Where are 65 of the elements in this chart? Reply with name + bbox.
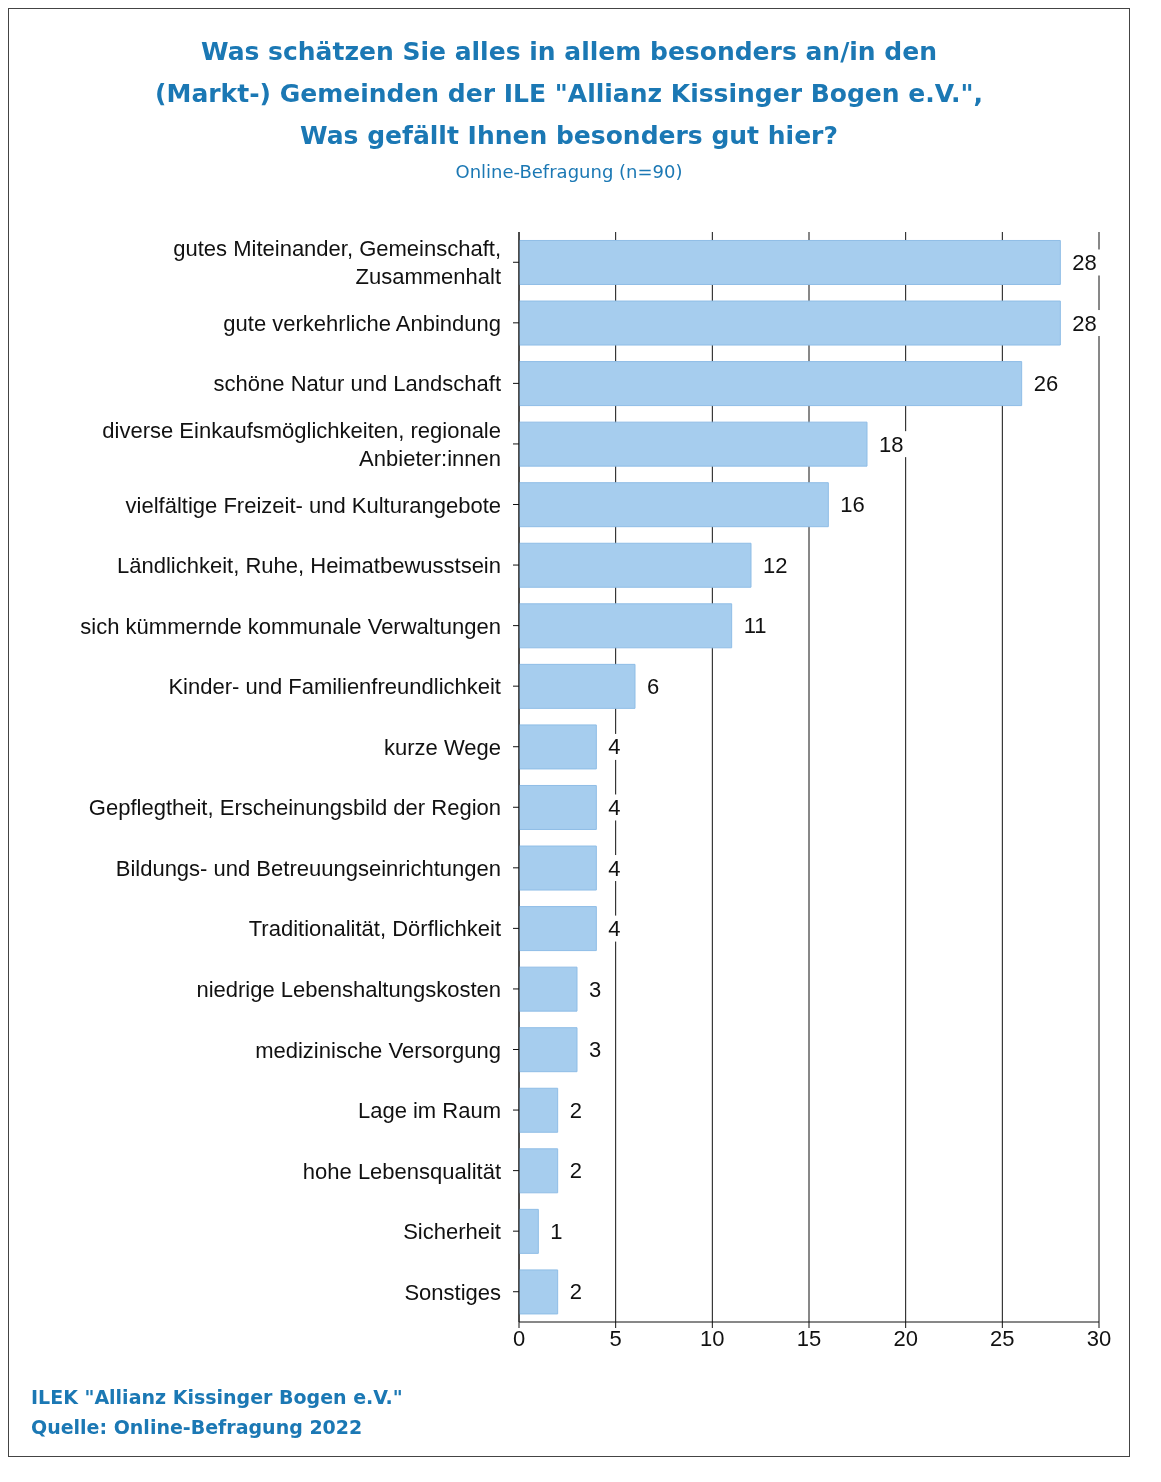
- bar: [519, 845, 597, 891]
- source-note: Quelle: Online-Befragung 2022: [31, 1415, 364, 1440]
- data-label: 2: [569, 1279, 582, 1305]
- bar: [519, 361, 1023, 407]
- data-label: 3: [589, 976, 602, 1002]
- data-label: 18: [879, 431, 904, 457]
- data-label: 12: [763, 552, 788, 578]
- data-label: 6: [647, 673, 660, 699]
- bar: [519, 784, 597, 830]
- bar: [519, 1087, 559, 1133]
- bar: [519, 1269, 559, 1315]
- bar: [519, 1148, 559, 1194]
- bar: [519, 603, 733, 649]
- data-label: 2: [569, 1097, 582, 1123]
- y-tick-label: gute verkehrliche Anbindung: [223, 310, 501, 336]
- chart-subtitle: Online-Befragung (n=90): [454, 161, 684, 182]
- data-label: 28: [1072, 249, 1097, 275]
- bar: [519, 966, 578, 1012]
- x-tick-label: 10: [700, 1325, 725, 1351]
- y-tick-label: Gepflegtheit, Erscheinungsbild der Region: [88, 794, 501, 820]
- data-label: 16: [840, 492, 865, 518]
- data-label: 1: [550, 1218, 563, 1244]
- y-tick-label: niedrige Lebenshaltungskosten: [196, 976, 501, 1002]
- y-tick-label: schöne Natur und Landschaft: [213, 370, 501, 396]
- y-tick-label: Lage im Raum: [357, 1097, 501, 1123]
- y-tick-label: hohe Lebensqualität: [302, 1158, 501, 1184]
- x-tick-label: 0: [512, 1325, 526, 1351]
- data-label: 11: [743, 613, 767, 639]
- x-tick-label: 25: [990, 1325, 1015, 1351]
- bar: [519, 663, 636, 709]
- bar: [519, 1208, 539, 1254]
- data-label: 4: [608, 734, 621, 760]
- chart-title: Was schätzen Sie alles in allem besonders an/in den (Markt-) Gemeinden der ILE "Allianz Kissinger Bogen e.V.", Was gefällt Ihnen besonders gut hier?: [154, 36, 984, 152]
- bar: [519, 300, 1061, 346]
- data-label: 4: [608, 916, 621, 942]
- x-tick-label: 30: [1086, 1325, 1112, 1351]
- bar: [519, 724, 597, 770]
- bar: [519, 1027, 578, 1073]
- bar: [519, 542, 752, 588]
- y-tick-label: Bildungs- und Betreuungseinrichtungen: [115, 855, 501, 881]
- y-tick-label: Sicherheit: [403, 1218, 501, 1244]
- data-label: 3: [589, 1037, 602, 1063]
- text: ILEK "Allianz Kissinger Bogen e.V.": [31, 1385, 404, 1410]
- y-tick-label: Ländlichkeit, Ruhe, Heimatbewusstsein: [117, 552, 501, 578]
- x-tick-label: 5: [609, 1325, 622, 1351]
- y-tick-label: Sonstiges: [404, 1279, 501, 1305]
- y-tick-label: Kinder- und Familienfreundlichkeit: [168, 673, 501, 699]
- bar: [519, 906, 597, 952]
- y-tick-label: vielfältige Freizeit- und Kulturangebote: [125, 492, 501, 517]
- data-label: 2: [569, 1158, 582, 1184]
- bar: [519, 239, 1061, 285]
- x-tick-label: 20: [893, 1325, 918, 1351]
- y-tick-label: medizinische Versorgung: [255, 1037, 501, 1062]
- y-tick-label: kurze Wege: [384, 734, 501, 760]
- data-label: 28: [1072, 310, 1097, 336]
- y-tick-label: Traditionalität, Dörflichkeit: [248, 915, 501, 941]
- bar: [519, 482, 829, 528]
- data-label: 4: [608, 794, 621, 820]
- data-label: 4: [608, 855, 621, 881]
- y-tick-label: gutes Miteinander, Gemeinschaft, Zusammenhalt: [173, 235, 501, 289]
- bar: [519, 421, 868, 467]
- data-label: 26: [1033, 371, 1059, 397]
- x-tick-label: 15: [796, 1325, 822, 1351]
- y-tick-label: sich kümmernde kommunale Verwaltungen: [80, 613, 501, 639]
- y-tick-label: diverse Einkaufsmöglichkeiten, regionale Anbieter:innen: [102, 417, 501, 471]
